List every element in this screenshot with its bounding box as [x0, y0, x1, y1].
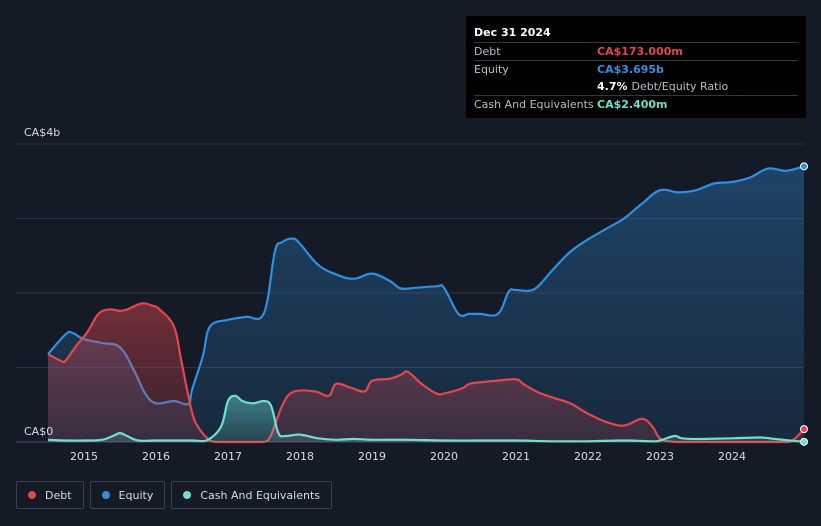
axis-labels: CA$4b CA$0 2015 2016 2017 2018 2019 2020 2021 202… — [24, 126, 746, 463]
tooltip-cash-value: CA$2.400m — [597, 98, 668, 111]
x-tick-label: 2018 — [286, 450, 314, 463]
series-layer — [47, 162, 808, 446]
y-tick-label-top: CA$4b — [24, 126, 60, 139]
legend-item-debt[interactable]: Debt — [16, 481, 84, 509]
tooltip-date: Dec 31 2024 — [474, 26, 551, 39]
cash-area — [48, 395, 804, 442]
tooltip-ratio-value: 4.7% — [597, 80, 628, 93]
tooltip-ratio-row: 4.7% Debt/Equity Ratio — [474, 78, 798, 95]
cash-line — [47, 394, 805, 443]
tooltip-ratio-spacer — [474, 78, 597, 95]
tooltip-cash-row: Cash And Equivalents CA$2.400m — [474, 95, 798, 113]
legend-item-cash[interactable]: Cash And Equivalents — [171, 481, 332, 509]
x-tick-label: 2021 — [502, 450, 530, 463]
cash-dot-icon — [183, 491, 192, 499]
debt-dot-icon — [28, 491, 36, 499]
y-tick-label-bottom: CA$0 — [24, 425, 53, 438]
legend-debt-label: Debt — [45, 488, 72, 502]
x-tick-label: 2023 — [646, 450, 674, 463]
legend-item-equity[interactable]: Equity — [89, 481, 166, 509]
debt-line — [47, 302, 805, 444]
equity-end-point — [800, 162, 808, 171]
debt-area — [48, 303, 804, 442]
x-tick-label: 2016 — [142, 450, 170, 463]
x-tick-label: 2020 — [430, 450, 458, 463]
tooltip-debt-value: CA$173.000m — [597, 45, 683, 58]
tooltip-equity-row: Equity CA$3.695b — [474, 60, 798, 78]
tooltip-cash-label: Cash And Equivalents — [474, 98, 594, 111]
equity-area — [48, 166, 804, 443]
x-tick-label: 2015 — [70, 450, 98, 463]
tooltip-equity-label: Equity — [474, 63, 509, 76]
x-tick-label: 2024 — [718, 450, 746, 463]
x-tick-label: 2017 — [214, 450, 242, 463]
legend-cash-label: Cash And Equivalents — [200, 488, 320, 502]
x-tick-label: 2022 — [574, 450, 602, 463]
equity-dot-icon — [101, 491, 110, 499]
debt-end-point — [800, 425, 808, 434]
cash-end-point — [800, 437, 808, 446]
legend-equity-label: Equity — [118, 488, 154, 502]
x-tick-label: 2019 — [358, 450, 386, 463]
tooltip-ratio-label: Debt/Equity Ratio — [631, 80, 729, 93]
tooltip-panel: Dec 31 2024 Debt CA$173.000m Equity CA$3… — [466, 16, 806, 118]
tooltip-debt-label: Debt — [474, 45, 501, 58]
chart-legend: Debt Equity Cash And Equivalents — [16, 481, 332, 509]
tooltip-equity-value: CA$3.695b — [597, 63, 664, 76]
tooltip-debt-row: Debt CA$173.000m — [474, 42, 798, 60]
